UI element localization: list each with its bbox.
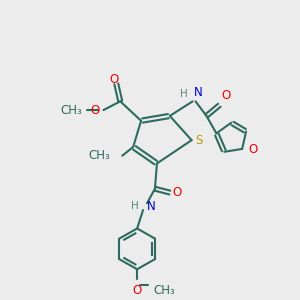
Text: H: H [131, 201, 139, 211]
Text: O: O [133, 284, 142, 297]
Text: O: O [110, 73, 119, 85]
Text: CH₃: CH₃ [60, 103, 82, 117]
Text: O: O [248, 143, 257, 156]
Text: N: N [147, 200, 156, 213]
Text: CH₃: CH₃ [153, 284, 175, 297]
Text: O: O [221, 89, 231, 102]
Text: O: O [173, 186, 182, 199]
Text: CH₃: CH₃ [88, 149, 110, 162]
Text: H: H [180, 89, 188, 99]
Text: O: O [90, 103, 100, 117]
Text: S: S [195, 134, 202, 147]
Text: N: N [194, 86, 202, 99]
